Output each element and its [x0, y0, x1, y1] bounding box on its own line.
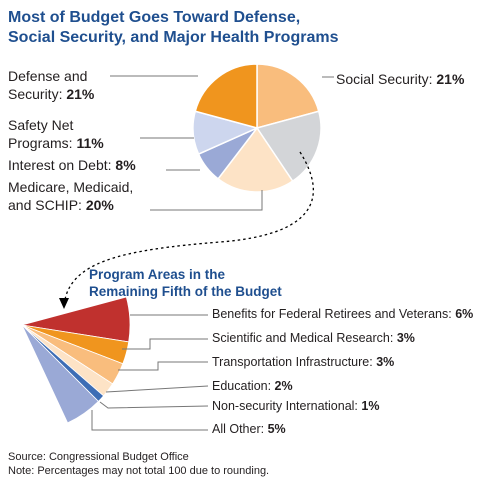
rounding-note: Note: Percentages may not total 100 due … [8, 465, 269, 477]
sub-slice-label-5: All Other: 5% [212, 422, 286, 436]
sub-fan-slice-5 [21, 324, 99, 424]
sub-chart-title-line1: Program Areas in the [89, 267, 226, 282]
main-slice-label-4: Safety Net Programs: 11% [8, 117, 104, 151]
sub-slice-label-4: Non-security International: 1% [212, 399, 379, 413]
main-slice-label-2: Medicare, Medicaid, and SCHIP: 20% [8, 179, 133, 213]
sub-leader-line-3 [105, 385, 209, 393]
sub-slice-label-1: Scientific and Medical Research: 3% [212, 331, 415, 345]
sub-slice-label-3: Education: 2% [212, 379, 293, 393]
sub-fan-chart [21, 296, 131, 424]
main-pie-slice-5 [194, 63, 258, 129]
main-leader-line-2 [150, 190, 263, 211]
connector-arrowhead [59, 298, 69, 309]
source-note: Source: Congressional Budget Office [8, 451, 189, 463]
main-pie-slice-0 [256, 63, 320, 129]
sub-chart-title-line2: Remaining Fifth of the Budget [89, 284, 282, 299]
main-pie-slice-1 [255, 110, 322, 183]
sub-fan-labels: Benefits for Federal Retirees and Vetera… [91, 307, 473, 436]
dotted-connector [63, 151, 314, 307]
main-slice-label-5: Defense and Security: 21% [8, 68, 95, 102]
main-pie [192, 63, 322, 193]
chart-title-line2: Social Security, and Major Health Progra… [8, 29, 339, 46]
sub-slice-label-0: Benefits for Federal Retirees and Vetera… [212, 307, 473, 321]
sub-leader-line-2 [118, 361, 208, 371]
chart-title-line1: Most of Budget Goes Toward Defense, [8, 9, 300, 26]
main-pie-slice-2 [217, 126, 294, 193]
main-pie-labels: Social Security: 21% Medicare, Medicaid, a… [8, 68, 465, 213]
sub-leader-line-4 [99, 401, 209, 409]
sub-leader-line-5 [91, 410, 208, 431]
main-slice-label-0: Social Security: 21% [336, 71, 465, 87]
sub-leader-line-1 [122, 338, 208, 350]
main-slice-label-3: Interest on Debt: 8% [8, 157, 136, 173]
sub-slice-label-2: Transportation Infrastructure: 3% [212, 355, 394, 369]
